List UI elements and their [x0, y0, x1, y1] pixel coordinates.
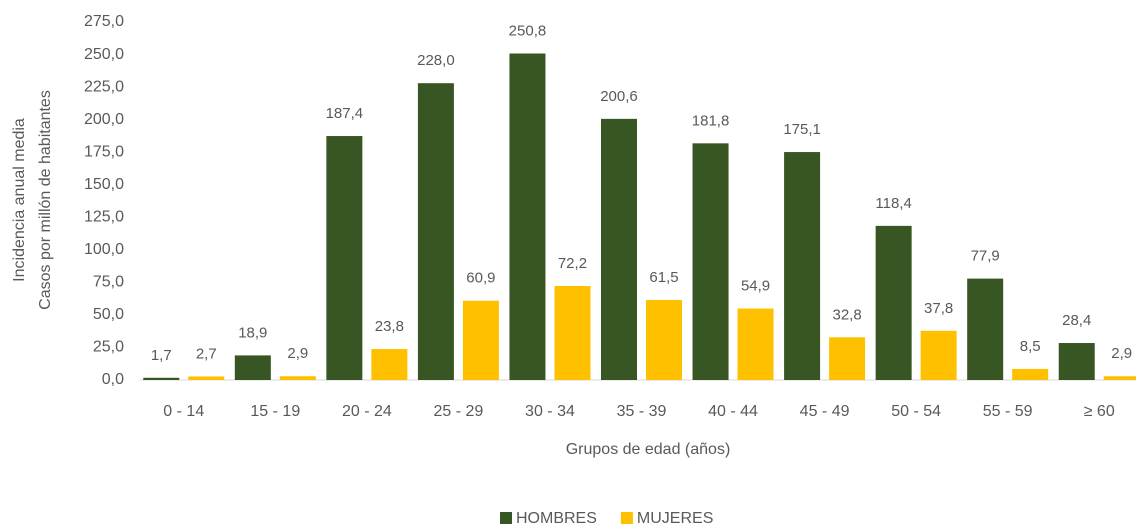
- value-label: 37,8: [924, 300, 953, 317]
- value-label: 18,9: [238, 324, 267, 341]
- bar: [371, 349, 408, 380]
- y-tick-label: 250,0: [84, 46, 124, 63]
- y-tick-label: 275,0: [84, 13, 124, 30]
- x-tick-label: 55 - 59: [983, 403, 1033, 420]
- value-label: 32,8: [832, 306, 861, 323]
- bar: [279, 376, 316, 380]
- bar: [188, 376, 225, 380]
- value-label: 181,8: [692, 112, 730, 129]
- x-tick-label: ≥ 60: [1084, 403, 1115, 420]
- value-label: 1,7: [151, 347, 172, 364]
- value-label: 54,9: [741, 277, 770, 294]
- legend-swatch: [500, 512, 512, 524]
- value-label: 250,8: [509, 22, 547, 39]
- bar: [554, 286, 591, 380]
- value-label: 60,9: [466, 270, 495, 287]
- value-label: 61,5: [649, 269, 678, 286]
- bar: [646, 299, 682, 380]
- x-tick-label: 0 - 14: [163, 403, 204, 420]
- y-axis-title: Incidencia anual media: [11, 118, 28, 282]
- legend-label: MUJERES: [637, 510, 713, 526]
- value-label: 2,9: [287, 345, 308, 362]
- y-axis-title: Casos por millón de habitantes: [37, 90, 54, 310]
- value-label: 28,4: [1062, 312, 1091, 329]
- x-tick-label: 40 - 44: [708, 403, 758, 420]
- x-axis-title: Grupos de edad (años): [566, 441, 731, 458]
- x-tick-label: 25 - 29: [434, 403, 484, 420]
- bar: [1012, 368, 1049, 380]
- value-label: 118,4: [875, 195, 911, 212]
- value-label: 175,1: [783, 121, 821, 138]
- x-tick-label: 30 - 34: [525, 403, 575, 420]
- value-label: 200,6: [600, 88, 638, 105]
- value-label: 2,7: [196, 345, 217, 362]
- legend-label: HOMBRES: [516, 510, 597, 526]
- value-label: 77,9: [971, 248, 1000, 265]
- bar: [326, 136, 363, 380]
- value-label: 187,4: [326, 105, 364, 122]
- bar: [737, 308, 774, 380]
- value-label: 228,0: [417, 52, 455, 69]
- bar: [829, 337, 866, 380]
- bar: [920, 330, 957, 380]
- bar: [784, 152, 821, 380]
- bar: [1058, 343, 1095, 380]
- bar: [967, 278, 1004, 380]
- y-tick-label: 150,0: [84, 176, 124, 193]
- legend-swatch: [620, 512, 633, 524]
- y-tick-label: 75,0: [93, 274, 124, 291]
- x-tick-label: 20 - 24: [342, 403, 392, 420]
- bar: [875, 225, 912, 380]
- y-tick-label: 225,0: [84, 78, 124, 95]
- bar: [601, 118, 637, 380]
- value-label: 8,5: [1020, 338, 1041, 355]
- value-label: 72,2: [558, 255, 587, 272]
- value-label: 23,8: [375, 318, 404, 335]
- bar: [1103, 376, 1136, 380]
- bar: [692, 143, 729, 380]
- y-tick-label: 100,0: [84, 241, 124, 258]
- bar: [143, 377, 180, 380]
- bar: [234, 355, 271, 380]
- y-tick-label: 200,0: [84, 111, 124, 128]
- bar: [509, 53, 546, 381]
- bar: [462, 300, 499, 380]
- y-tick-label: 0,0: [102, 371, 124, 388]
- x-tick-label: 35 - 39: [617, 403, 667, 420]
- x-tick-label: 45 - 49: [800, 403, 850, 420]
- y-tick-label: 175,0: [84, 143, 124, 160]
- y-tick-label: 50,0: [93, 306, 124, 323]
- x-tick-label: 15 - 19: [250, 403, 300, 420]
- value-label: 2,9: [1111, 345, 1132, 362]
- y-tick-label: 25,0: [93, 339, 124, 356]
- y-tick-label: 125,0: [84, 208, 124, 225]
- bar: [417, 83, 454, 380]
- x-tick-label: 50 - 54: [891, 403, 941, 420]
